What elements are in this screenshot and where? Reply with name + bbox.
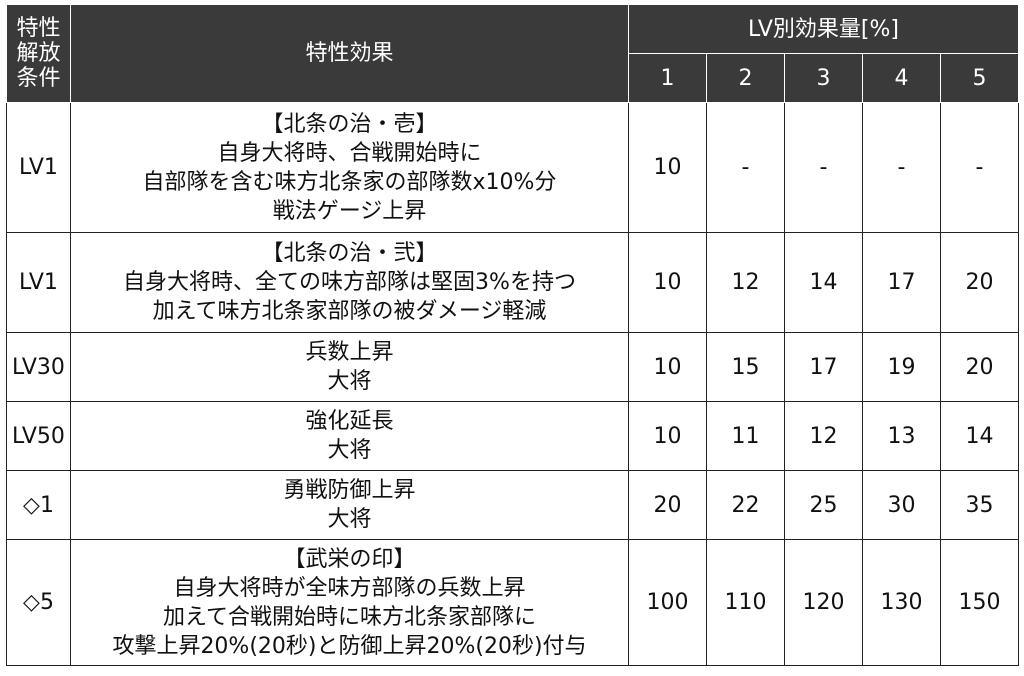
level-header-4: 4 — [862, 53, 941, 103]
effect-line: 強化延長 — [305, 409, 394, 434]
effect-line: 加えて味方北条家部隊の被ダメージ軽減 — [152, 299, 547, 324]
level-header-5: 5 — [939, 53, 1020, 103]
effect-cell: 強化延長 大将 — [70, 401, 629, 471]
condition-cell: ◇1 — [6, 470, 71, 540]
effect-line: 大将 — [327, 438, 372, 463]
effect-line: 攻撃上昇20%(20秒)と防御上昇20%(20秒)付与 — [112, 633, 587, 659]
effect-cell: 【武栄の印】 自身大将時が全味方部隊の兵数上昇 加えて合戦開始時に味方北条家部隊… — [70, 539, 629, 666]
value-cell-lv4: 130 — [862, 539, 941, 666]
table-row: LV50 強化延長 大将 10 11 12 13 14 — [6, 401, 1020, 471]
table-row: LV1 【北条の治・壱】 自身大将時、合戦開始時に 自部隊を含む味方北条家の部隊… — [6, 102, 1020, 233]
value-cell-lv2: 15 — [706, 332, 785, 402]
value-cell-lv3: 25 — [784, 470, 863, 540]
condition-header-line-1: 特性 — [16, 16, 61, 41]
table-row: ◇5 【武栄の印】 自身大将時が全味方部隊の兵数上昇 加えて合戦開始時に味方北条… — [6, 539, 1020, 666]
condition-cell: LV30 — [6, 332, 71, 402]
value-cell-lv3: 14 — [784, 232, 863, 333]
value-cell-lv4: 19 — [862, 332, 941, 402]
value-cell-lv2: 12 — [706, 232, 785, 333]
value-cell-lv4: 17 — [862, 232, 941, 333]
value-cell-lv1: 10 — [628, 332, 707, 402]
value-cell-lv5: 14 — [939, 401, 1020, 471]
value-cell-lv5: 35 — [939, 470, 1020, 540]
effect-line: 【北条の治・弐】 — [261, 241, 438, 266]
value-cell-lv1: 20 — [628, 470, 707, 540]
value-cell-lv2: 22 — [706, 470, 785, 540]
effect-line: 勇戦防御上昇 — [283, 478, 416, 503]
condition-cell: LV1 — [6, 232, 71, 333]
level-header-2: 2 — [706, 53, 785, 103]
effect-cell: 兵数上昇 大将 — [70, 332, 629, 402]
value-cell-lv2: 110 — [706, 539, 785, 666]
condition-header-line-2: 解放 — [16, 41, 61, 66]
table-row: ◇1 勇戦防御上昇 大将 20 22 25 30 35 — [6, 470, 1020, 540]
value-cell-lv4: - — [862, 102, 941, 233]
condition-header: 特性 解放 条件 — [6, 4, 71, 103]
effect-line: 自身大将時が全味方部隊の兵数上昇 — [173, 575, 526, 601]
value-cell-lv3: - — [784, 102, 863, 233]
effect-line: 大将 — [327, 507, 372, 532]
condition-header-line-3: 条件 — [16, 66, 61, 91]
effect-line: 【北条の治・壱】 — [261, 111, 438, 137]
value-cell-lv1: 10 — [628, 232, 707, 333]
value-cell-lv3: 12 — [784, 401, 863, 471]
condition-cell: LV1 — [6, 102, 71, 233]
value-cell-lv3: 120 — [784, 539, 863, 666]
value-cell-lv2: - — [706, 102, 785, 233]
value-cell-lv1: 10 — [628, 102, 707, 233]
effect-line: 自身大将時、全ての味方部隊は堅固3%を持つ — [123, 270, 576, 295]
effect-line: 戦法ゲージ上昇 — [272, 198, 427, 224]
effect-header: 特性効果 — [70, 4, 629, 103]
effect-line: 自部隊を含む味方北条家の部隊数x10%分 — [142, 169, 557, 195]
trait-effects-table: 特性 解放 条件 特性効果 LV別効果量[%] 1 2 3 4 5 LV1 【北… — [6, 4, 1020, 666]
effect-cell: 勇戦防御上昇 大将 — [70, 470, 629, 540]
condition-cell: LV50 — [6, 401, 71, 471]
value-cell-lv5: 20 — [939, 332, 1020, 402]
level-group-header: LV別効果量[%] — [627, 4, 1020, 54]
value-cell-lv5: - — [939, 102, 1020, 233]
value-cell-lv1: 10 — [628, 401, 707, 471]
effect-line: 兵数上昇 — [305, 340, 394, 365]
value-cell-lv4: 30 — [862, 470, 941, 540]
value-cell-lv4: 13 — [862, 401, 941, 471]
value-cell-lv5: 20 — [939, 232, 1020, 333]
effect-line: 自身大将時、合戦開始時に — [217, 140, 482, 166]
effect-cell: 【北条の治・弐】 自身大将時、全ての味方部隊は堅固3%を持つ 加えて味方北条家部… — [70, 232, 629, 333]
effect-cell: 【北条の治・壱】 自身大将時、合戦開始時に 自部隊を含む味方北条家の部隊数x10… — [70, 102, 629, 233]
effect-line: 加えて合戦開始時に味方北条家部隊に — [163, 604, 536, 630]
value-cell-lv2: 11 — [706, 401, 785, 471]
level-header-1: 1 — [628, 53, 707, 103]
effect-line: 大将 — [327, 369, 372, 394]
table-row: LV1 【北条の治・弐】 自身大将時、全ての味方部隊は堅固3%を持つ 加えて味方… — [6, 232, 1020, 333]
value-cell-lv3: 17 — [784, 332, 863, 402]
table-row: LV30 兵数上昇 大将 10 15 17 19 20 — [6, 332, 1020, 402]
effect-line: 【武栄の印】 — [283, 546, 416, 572]
level-header-3: 3 — [784, 53, 863, 103]
condition-cell: ◇5 — [6, 539, 71, 666]
value-cell-lv1: 100 — [628, 539, 707, 666]
value-cell-lv5: 150 — [939, 539, 1020, 666]
